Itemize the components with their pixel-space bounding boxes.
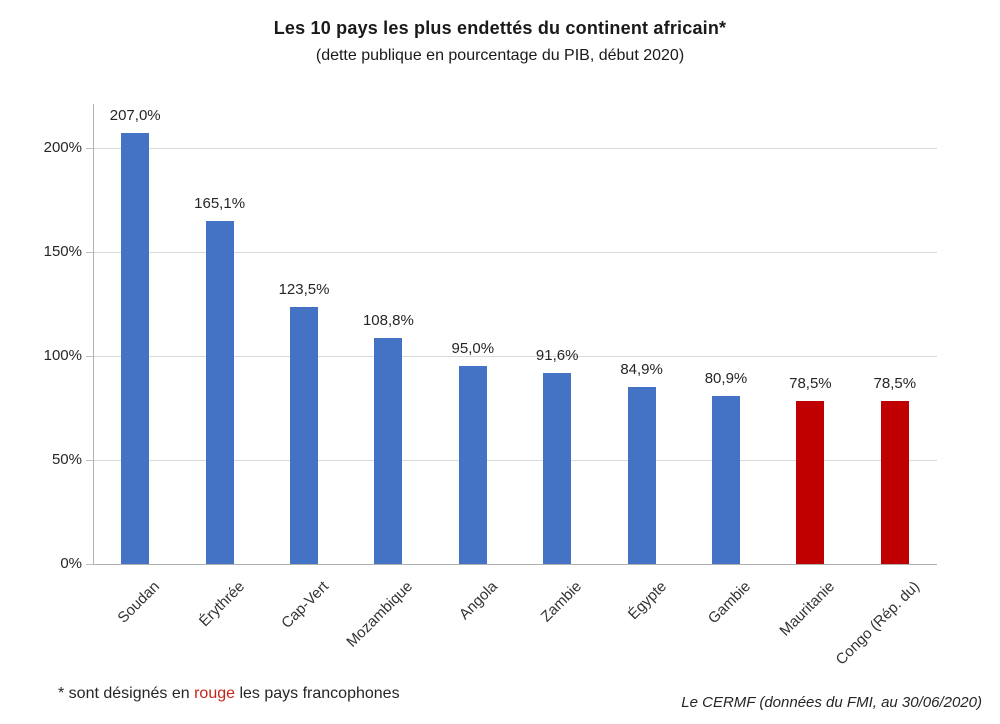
y-tick-100% bbox=[86, 356, 93, 357]
gridline-50% bbox=[93, 460, 937, 461]
y-axis-label-100%: 100% bbox=[43, 347, 82, 364]
bar-soudan bbox=[121, 133, 150, 564]
y-axis-label-0%: 0% bbox=[60, 555, 82, 572]
value-label-egypte: 84,9% bbox=[620, 361, 663, 379]
y-tick-150% bbox=[86, 252, 93, 253]
footnote-red-word: rouge bbox=[194, 685, 236, 702]
bar-angola bbox=[458, 366, 487, 564]
value-label-soudan: 207,0% bbox=[109, 107, 161, 125]
bar-gambie bbox=[712, 395, 740, 564]
bar-zambie bbox=[543, 373, 572, 564]
gridline-100% bbox=[93, 356, 937, 357]
y-axis-label-50%: 50% bbox=[51, 451, 82, 468]
value-label-angola: 95,0% bbox=[451, 340, 495, 358]
y-axis-label-150%: 150% bbox=[43, 243, 82, 260]
y-tick-200% bbox=[86, 148, 93, 149]
chart-subtitle: (dette publique en pourcentage du PIB, d… bbox=[315, 47, 685, 64]
bar-mauritanie bbox=[796, 400, 825, 564]
bar-congo-rep-du bbox=[880, 400, 909, 564]
gridline-150% bbox=[93, 252, 937, 253]
bar-mozambique bbox=[374, 337, 403, 564]
gridline-200% bbox=[93, 148, 937, 149]
value-label-gambie: 80,9% bbox=[704, 369, 748, 387]
y-axis-line bbox=[93, 104, 94, 564]
bar-erythree bbox=[205, 220, 234, 564]
value-label-erythree: 165,1% bbox=[194, 194, 246, 212]
chart-title: Les 10 pays les plus endettés du contine… bbox=[273, 18, 727, 38]
y-tick-0% bbox=[86, 564, 93, 565]
value-label-zambie: 91,6% bbox=[535, 347, 579, 365]
footnote-prefix: * sont désignés en bbox=[58, 685, 195, 702]
value-label-mozambique: 108,8% bbox=[362, 311, 414, 329]
value-label-mauritanie: 78,5% bbox=[789, 374, 832, 392]
bar-egypte bbox=[627, 387, 656, 564]
y-axis-label-200%: 200% bbox=[43, 139, 82, 156]
x-axis-line bbox=[93, 564, 937, 565]
bar-cap-vert bbox=[290, 307, 318, 564]
value-label-cap-vert: 123,5% bbox=[278, 281, 330, 299]
y-tick-50% bbox=[86, 460, 93, 461]
source-credit: Le CERMF (données du FMI, au 30/06/2020) bbox=[681, 694, 982, 711]
value-label-congo-rep-du: 78,5% bbox=[873, 374, 917, 392]
footnote: * sont désignés en rouge les pays franco… bbox=[58, 685, 400, 703]
footnote-suffix: les pays francophones bbox=[235, 685, 400, 702]
